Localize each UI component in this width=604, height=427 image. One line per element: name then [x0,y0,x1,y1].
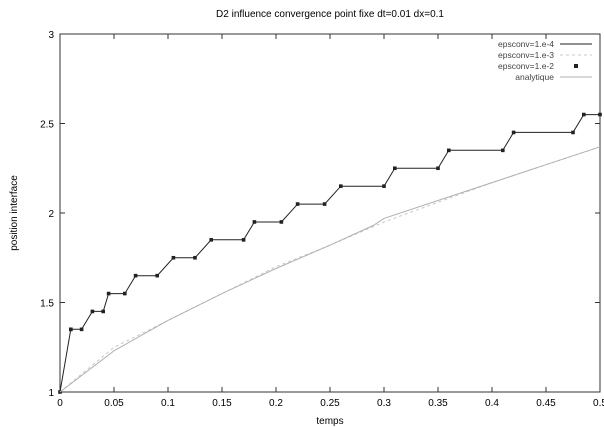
y-tick-label: 2 [48,209,54,220]
series-line-0 [59,114,600,393]
x-tick-label: 0.5 [593,398,604,409]
legend-marker [574,64,578,68]
y-axis-label: position interface [9,175,20,251]
data-point [339,184,343,188]
data-point [382,184,386,188]
data-point [598,112,602,117]
plot-area [58,112,602,394]
data-point [571,130,575,135]
series-line-3 [59,146,601,393]
data-point [171,255,176,260]
data-point [193,255,197,260]
data-point [123,291,127,296]
data-point [241,238,246,242]
data-point [295,202,300,206]
data-point [322,202,327,206]
legend-label: epsconv=1.e-3 [498,50,554,60]
x-tick-label: 0.15 [212,398,232,409]
data-point [155,273,159,278]
chart-title: D2 influence convergence point fixe dt=0… [216,9,444,20]
data-point [101,309,105,314]
data-point [79,327,84,332]
x-tick-label: 0.05 [104,398,124,409]
x-tick-label: 0.45 [536,398,556,409]
legend: epsconv=1.e-4epsconv=1.e-3epsconv=1.e-2a… [498,39,592,82]
x-tick-label: 0.25 [320,398,340,409]
data-point [279,220,284,224]
data-point [209,238,213,242]
y-tick-label: 3 [48,30,54,41]
y-tick-label: 1.5 [40,299,54,310]
y-tick-label: 1 [48,388,54,399]
legend-label: analytique [515,72,554,82]
x-axis-label: temps [316,416,343,427]
data-point [106,291,111,296]
series-line-1 [59,146,601,393]
data-point [69,327,73,332]
y-tick-label: 2.5 [40,120,54,131]
data-point [252,220,257,224]
x-tick-label: 0 [57,398,63,409]
data-point [90,309,95,314]
x-tick-label: 0.4 [485,398,499,409]
data-point [582,112,586,117]
y-axis: 1 1.5 2 2.5 3 [40,30,600,399]
legend-label: epsconv=1.e-2 [498,61,554,71]
data-point [133,273,138,278]
data-point [393,166,397,171]
x-tick-label: 0.35 [428,398,448,409]
data-point [447,148,451,153]
x-tick-label: 0.3 [377,398,391,409]
data-point [511,130,516,135]
x-tick-label: 0.1 [161,398,175,409]
legend-label: epsconv=1.e-4 [498,39,554,49]
data-point [436,166,440,171]
x-tick-label: 0.2 [269,398,283,409]
plot-frame [59,33,601,393]
x-axis: 0 0.05 0.1 0.15 0.2 0.25 0.3 0.35 0.4 0.45 0.5 [57,34,604,409]
data-point [501,148,505,153]
